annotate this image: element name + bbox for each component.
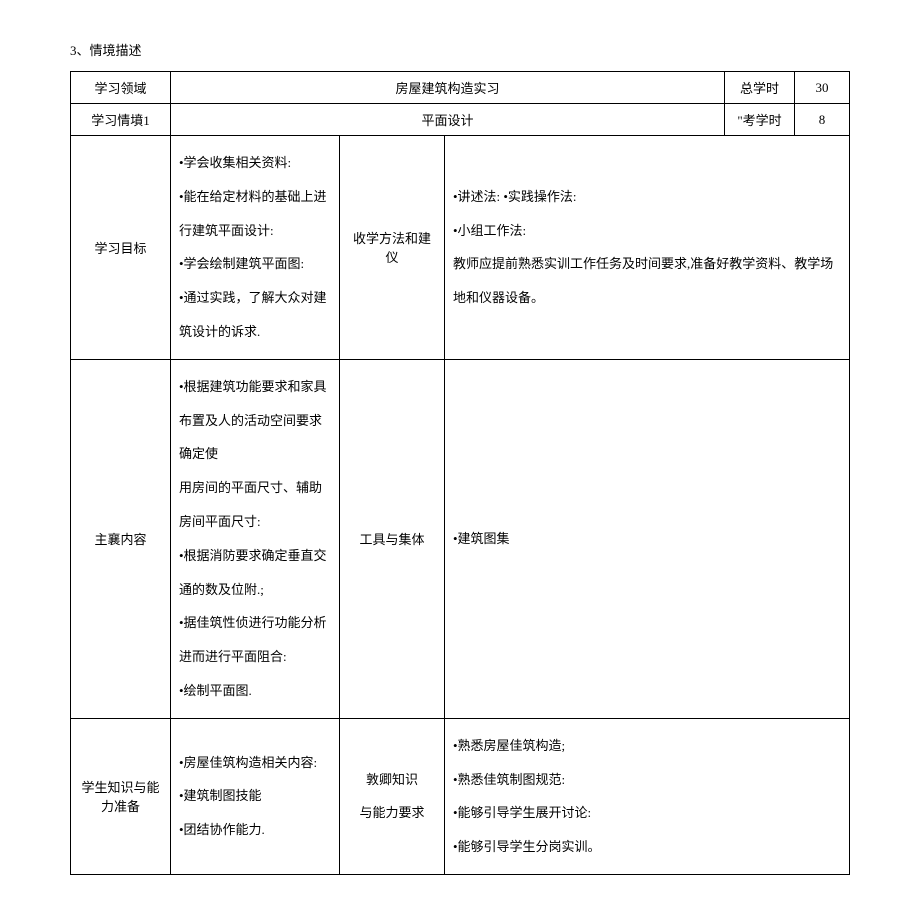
mid-label: 工具与集体	[339, 359, 444, 718]
table-row: 学习目标 •学会收集相关资料: •能在给定材料的基础上进行建筑平面设计: •学会…	[71, 136, 850, 360]
header-cell: 房屋建筑构造实习	[171, 72, 725, 104]
mid-label: 收学方法和建仪	[339, 136, 444, 360]
table-row: 主襄内容 •根据建筑功能要求和家具布置及人的活动空间要求确定使 用房间的平面尺寸…	[71, 359, 850, 718]
content-cell: •建筑图集	[444, 359, 849, 718]
table-row: 学习情墳1 平面设计 "考学时 8	[71, 104, 850, 136]
content-cell: •根据建筑功能要求和家具布置及人的活动空间要求确定使 用房间的平面尺寸、辅助房间…	[171, 359, 340, 718]
header-cell: 学习领域	[71, 72, 171, 104]
table-row: 学生知识与能力准备 •房屋佳筑构造相关内容: •建筑制图技能 •团结协作能力. …	[71, 718, 850, 874]
row-label: 学习目标	[71, 136, 171, 360]
row-label: 主襄内容	[71, 359, 171, 718]
table-row: 学习领域 房屋建筑构造实习 总学时 30	[71, 72, 850, 104]
header-cell: 8	[795, 104, 850, 136]
section-title: 3、情境描述	[70, 40, 850, 59]
row-label: 学生知识与能力准备	[71, 718, 171, 874]
content-cell: •讲述法: •实践操作法: •小组工作法: 教师应提前熟悉实训工作任务及时间要求…	[444, 136, 849, 360]
content-cell: •熟悉房屋佳筑构造; •熟悉佳筑制图规范: •能够引导学生展开讨论: •能够引导…	[444, 718, 849, 874]
content-cell: •学会收集相关资料: •能在给定材料的基础上进行建筑平面设计: •学会绘制建筑平…	[171, 136, 340, 360]
header-cell: 30	[795, 72, 850, 104]
header-cell: 学习情墳1	[71, 104, 171, 136]
main-table: 学习领域 房屋建筑构造实习 总学时 30 学习情墳1 平面设计 "考学时 8 学…	[70, 71, 850, 875]
header-cell: 总学时	[725, 72, 795, 104]
content-cell: •房屋佳筑构造相关内容: •建筑制图技能 •团结协作能力.	[171, 718, 340, 874]
header-cell: "考学时	[725, 104, 795, 136]
header-cell: 平面设计	[171, 104, 725, 136]
mid-label: 敦卿知识 与能力要求	[339, 718, 444, 874]
